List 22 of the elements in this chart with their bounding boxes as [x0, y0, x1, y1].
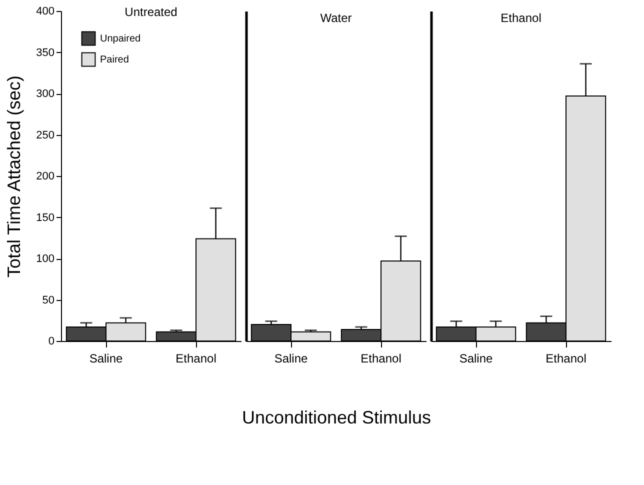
y-tick-label: 50 — [42, 294, 54, 306]
y-tick-label: 400 — [36, 6, 54, 18]
chart-title: Ethanol — [500, 11, 542, 25]
legend-label: Paired — [100, 54, 129, 66]
chart-title: Water — [320, 11, 352, 25]
y-tick-label: 250 — [36, 129, 54, 142]
x-tick-label: Ethanol — [176, 352, 216, 366]
x-tick-label: Saline — [459, 352, 494, 366]
x-tick-label: Saline — [89, 352, 124, 366]
y-axis-title: Total Time Attached (sec) — [4, 75, 24, 278]
legend-label: Unpaired — [100, 34, 141, 44]
x-axis-title: Unconditioned Stimulus — [242, 408, 432, 428]
y-tick-label: 350 — [36, 46, 54, 59]
y-tick-label: 300 — [36, 88, 54, 100]
y-tick-label: 200 — [36, 170, 54, 182]
x-tick-label: Ethanol — [546, 352, 586, 366]
chart-title: Untreated — [124, 5, 178, 19]
y-tick-label: 0 — [48, 336, 54, 348]
y-tick-label: 150 — [36, 212, 54, 224]
x-tick-label: Ethanol — [360, 352, 402, 366]
y-tick-label: 100 — [36, 253, 54, 265]
x-tick-label: Saline — [274, 352, 308, 366]
